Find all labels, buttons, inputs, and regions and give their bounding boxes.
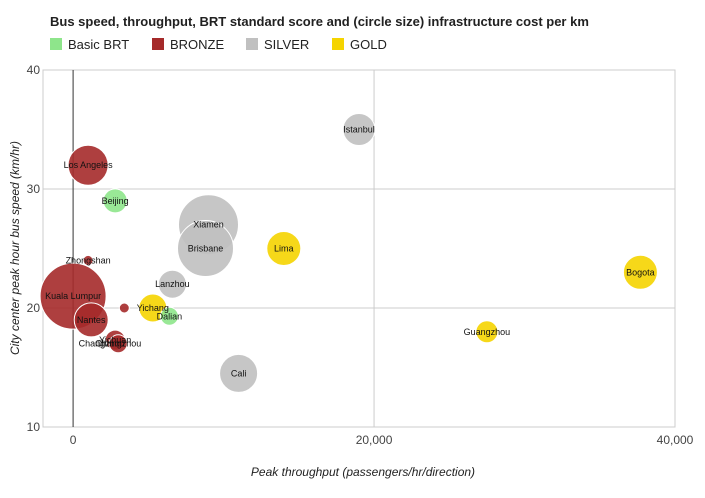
legend-label: Basic BRT <box>68 37 129 52</box>
bubble-label: Xiamen <box>193 220 224 230</box>
bubble <box>342 113 376 146</box>
legend-label: GOLD <box>350 37 387 52</box>
legend-swatch <box>246 38 258 50</box>
bubble-label: Cali <box>231 368 247 378</box>
legend-swatch <box>50 38 62 50</box>
bubble-label: Changzhou <box>95 339 141 349</box>
legend-label: SILVER <box>264 37 309 52</box>
bubble <box>159 306 179 326</box>
chart-title: Bus speed, throughput, BRT standard scor… <box>50 14 589 29</box>
bubble <box>73 302 109 338</box>
bubbles <box>39 113 658 393</box>
y-tick-label: 40 <box>27 63 41 77</box>
bubble <box>102 188 128 214</box>
bubble-label: Brisbane <box>188 244 224 254</box>
bubble-label: Yichang <box>137 303 169 313</box>
bubble-label: Lanzhou <box>155 279 190 289</box>
bubble <box>96 338 108 350</box>
bubble-label: Dalian <box>157 311 183 321</box>
x-tick-label: 0 <box>70 433 77 447</box>
bubble <box>475 320 499 344</box>
bubble <box>622 254 658 290</box>
bubble-label: Istanbul <box>343 125 375 135</box>
legend-swatch <box>152 38 164 50</box>
bubble <box>118 302 130 314</box>
bubble <box>108 334 128 354</box>
bubble <box>157 269 187 299</box>
bubble-label: Beijing <box>102 196 129 206</box>
bubble-label: Changzhou <box>79 339 125 349</box>
x-tick-label: 20,000 <box>356 433 393 447</box>
y-axis-title: City center peak hour bus speed (km/hr) <box>8 141 22 355</box>
bubble <box>177 220 234 277</box>
bubble-label: Zhongshan <box>66 255 111 265</box>
x-tick-label: 40,000 <box>657 433 694 447</box>
bubble-label: Kuala Lumpur <box>45 291 101 301</box>
bubble <box>82 254 94 266</box>
y-tick-label: 30 <box>27 182 41 196</box>
legend-swatch <box>332 38 344 50</box>
bubble-label: Guangzhou <box>464 327 511 337</box>
y-tick-label: 20 <box>27 301 41 315</box>
tick-labels: 0 20,000 40,000 10 20 30 40 <box>27 63 694 447</box>
legend: Basic BRT BRONZE SILVER GOLD <box>50 37 387 52</box>
bubble-label: Nantes <box>77 315 106 325</box>
bubble-labels: Kuala Lumpur Xiamen Brisbane Cali Istanbul La… <box>45 125 655 379</box>
bubble-label: Bogota <box>626 267 655 277</box>
bubble-label: Los Angeles <box>64 160 114 170</box>
bubble <box>219 353 259 393</box>
bubble <box>266 231 302 266</box>
bubble-label: Lima <box>274 244 294 254</box>
bubble <box>67 144 109 186</box>
x-axis-title: Peak throughput (passengers/hr/direction… <box>251 465 475 479</box>
bubble-label: Yichuan <box>99 335 131 345</box>
y-tick-label: 10 <box>27 420 41 434</box>
legend-label: BRONZE <box>170 37 225 52</box>
